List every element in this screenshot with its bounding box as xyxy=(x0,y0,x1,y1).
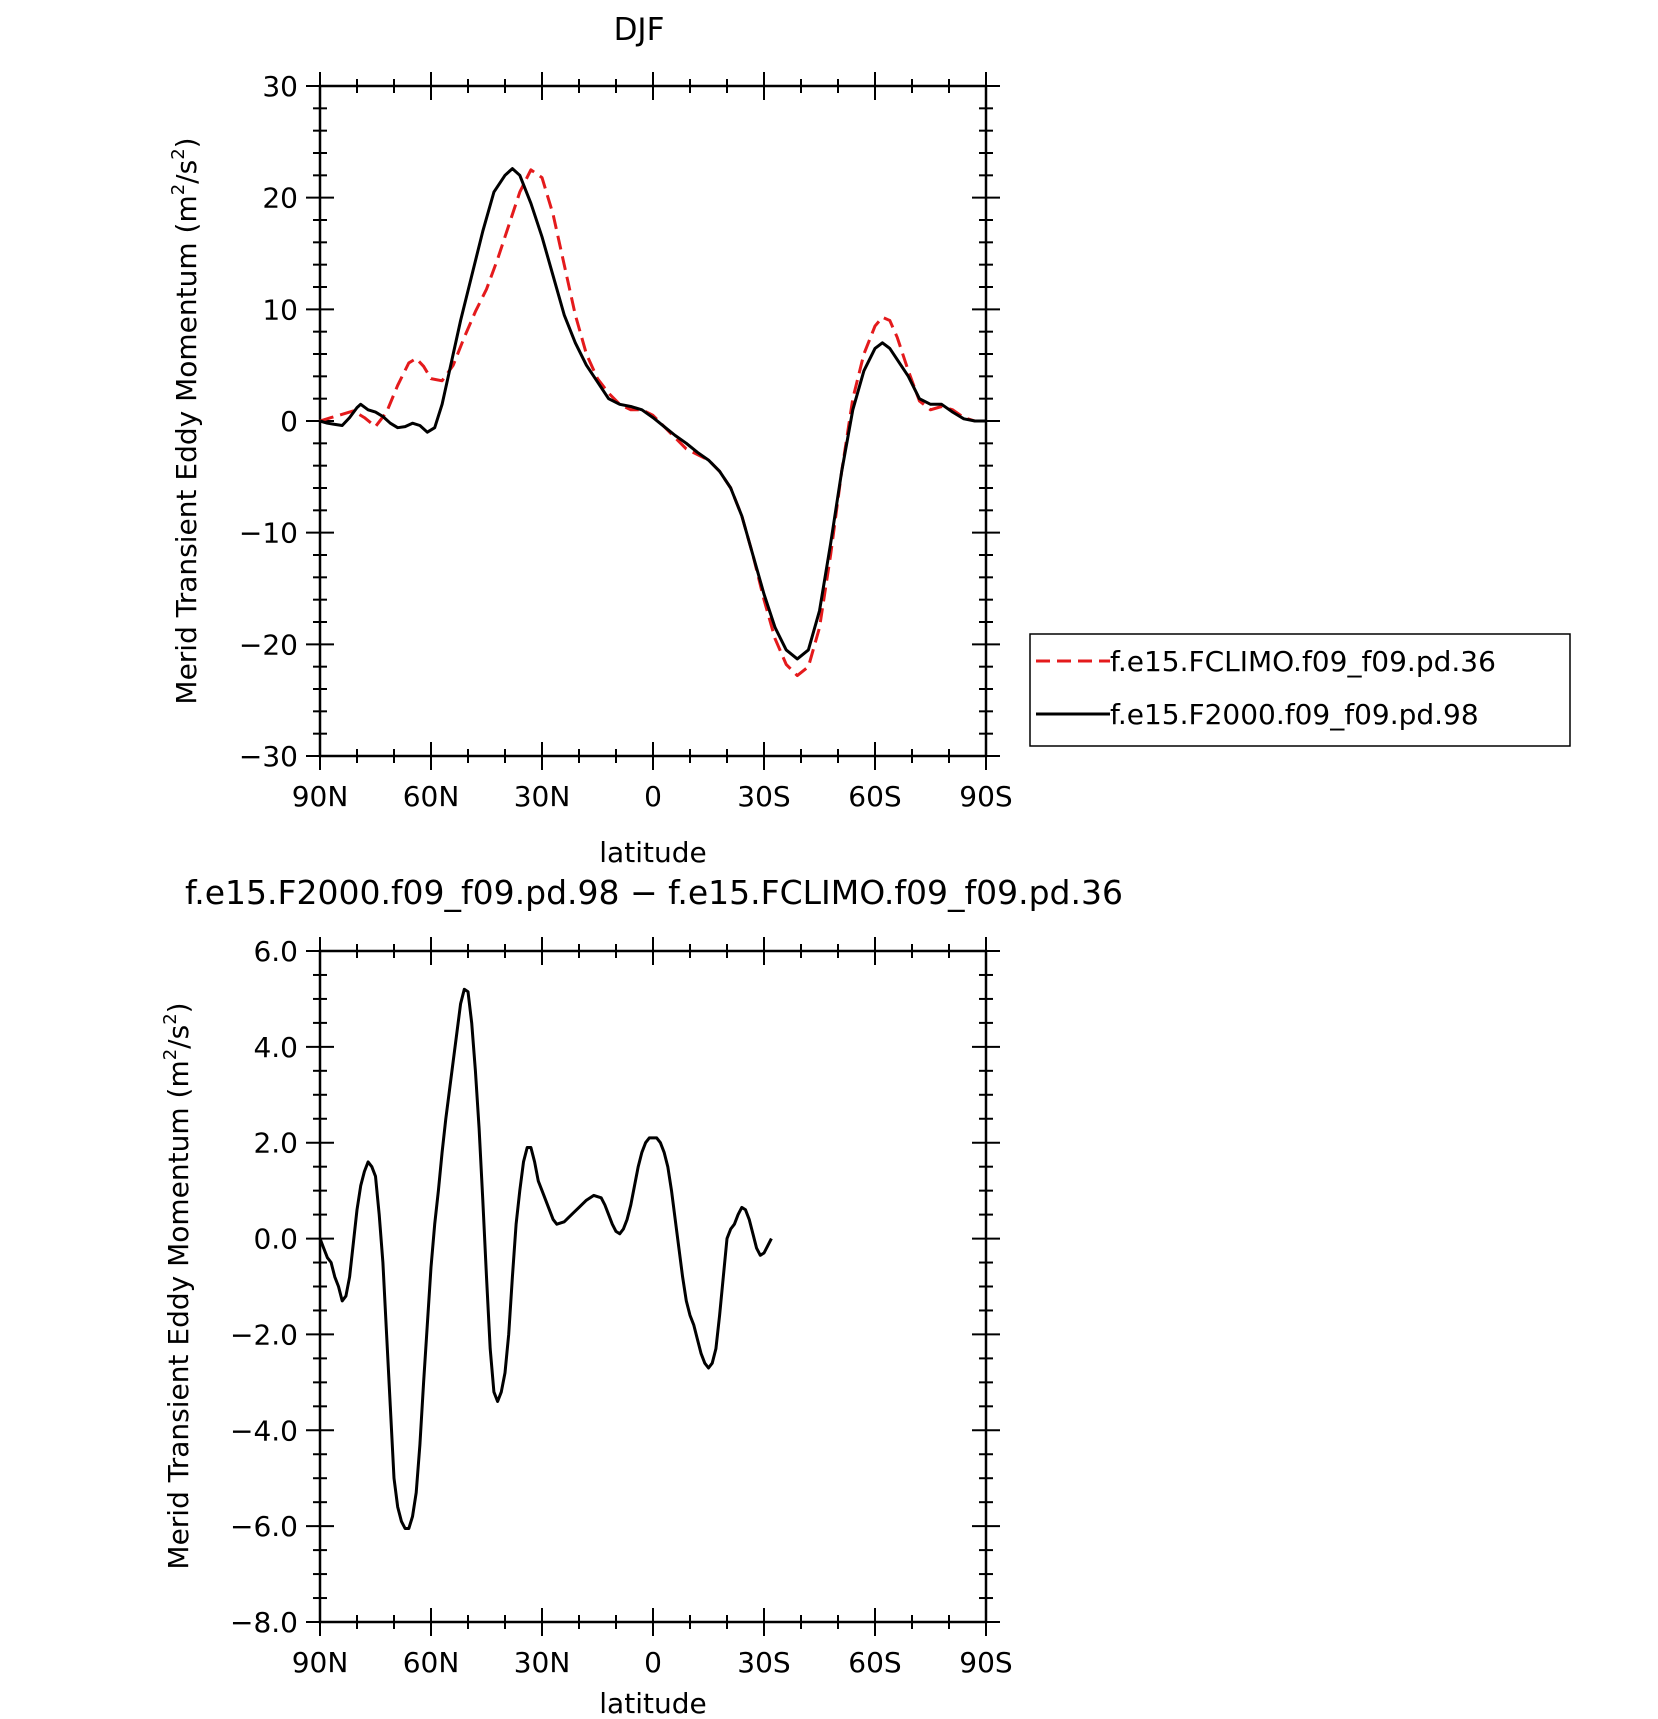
bottom-y-axis-label-main: Merid Transient Eddy Momentum (m xyxy=(162,1060,195,1569)
x-tick-label: 60S xyxy=(848,780,901,813)
bottom-title: f.e15.F2000.f09_f09.pd.98 − f.e15.FCLIMO… xyxy=(185,873,1123,912)
legend-box xyxy=(1029,633,1571,747)
y-tick-label: −10 xyxy=(239,517,298,550)
x-tick-label: 90S xyxy=(959,780,1012,813)
y-tick-label: 6.0 xyxy=(253,935,298,968)
y-tick-label: −20 xyxy=(239,628,298,661)
x-tick-label: 60N xyxy=(403,780,460,813)
y-tick-label: −4.0 xyxy=(230,1414,298,1447)
series-line-f-e15-f2000-f09-f09-pd-98 xyxy=(319,167,986,661)
y-tick-label: −8.0 xyxy=(230,1606,298,1639)
x-tick-label: 60S xyxy=(848,1646,901,1679)
bottom-y-axis-label-exp2: 2 xyxy=(160,1013,181,1024)
series-line-f-e15-fclimo-f09-f09-pd-36 xyxy=(319,168,986,678)
x-tick-label: 30N xyxy=(514,1646,571,1679)
bottom-plot-frame xyxy=(318,949,988,1624)
y-tick-label: −30 xyxy=(239,740,298,773)
y-tick-label: 0 xyxy=(280,405,298,438)
top-series-layer xyxy=(319,167,986,678)
top-y-axis-label-exp2: 2 xyxy=(168,148,189,159)
bottom-y-axis-label-tail: /s xyxy=(162,1025,195,1049)
top-y-axis-label: Merid Transient Eddy Momentum (m2/s2) xyxy=(168,137,203,704)
bottom-x-axis-label: latitude xyxy=(599,1687,706,1719)
x-tick-label: 90N xyxy=(292,780,349,813)
x-tick-label: 0 xyxy=(644,780,662,813)
y-tick-label: 4.0 xyxy=(253,1031,298,1064)
x-tick-label: 90S xyxy=(959,1646,1012,1679)
top-panel: DJF −30 −20 −10 0 10 20 30 90N 60N 30N 0 30S 60S 90S… xyxy=(168,12,1571,869)
bottom-x-tick-labels: 90N 60N 30N 0 30S 60S 90S xyxy=(292,1646,1013,1679)
bottom-y-axis-label-close: ) xyxy=(162,1002,195,1013)
y-tick-label: 0.0 xyxy=(253,1223,298,1256)
bottom-y-axis-label: Merid Transient Eddy Momentum (m2/s2) xyxy=(160,1002,195,1569)
y-tick-label: 20 xyxy=(262,182,298,215)
top-x-axis-label: latitude xyxy=(599,836,706,869)
x-tick-label: 30N xyxy=(514,780,571,813)
bottom-y-axis-label-exp1: 2 xyxy=(160,1049,181,1060)
bottom-series-layer xyxy=(318,987,773,1530)
top-title: DJF xyxy=(614,12,665,48)
y-tick-label: −6.0 xyxy=(230,1510,298,1543)
x-tick-label: 90N xyxy=(292,1646,349,1679)
top-y-axis-label-main: Merid Transient Eddy Momentum (m xyxy=(170,195,203,704)
legend-label-f2000: f.e15.F2000.f09_f09.pd.98 xyxy=(1110,698,1479,731)
bottom-ticks xyxy=(306,937,1000,1636)
top-y-axis-label-tail: /s xyxy=(170,160,203,184)
x-tick-label: 30S xyxy=(737,780,790,813)
x-tick-label: 60N xyxy=(403,1646,460,1679)
y-tick-label: −2.0 xyxy=(230,1318,298,1351)
bottom-y-tick-labels: −8.0 −6.0 −4.0 −2.0 0.0 2.0 4.0 6.0 xyxy=(230,935,298,1639)
series-line-difference xyxy=(318,987,773,1530)
x-tick-label: 30S xyxy=(737,1646,790,1679)
y-tick-label: 10 xyxy=(262,293,298,326)
bottom-panel: f.e15.F2000.f09_f09.pd.98 − f.e15.FCLIMO… xyxy=(160,873,1123,1719)
y-tick-label: 30 xyxy=(262,70,298,103)
top-y-axis-label-close: ) xyxy=(170,137,203,148)
top-plot-frame xyxy=(318,84,988,758)
top-x-tick-labels: 90N 60N 30N 0 30S 60S 90S xyxy=(292,780,1013,813)
top-y-tick-labels: −30 −20 −10 0 10 20 30 xyxy=(239,70,298,773)
top-ticks xyxy=(306,72,1000,770)
legend: f.e15.FCLIMO.f09_f09.pd.36 f.e15.F2000.f… xyxy=(1029,633,1571,747)
y-tick-label: 2.0 xyxy=(253,1127,298,1160)
x-tick-label: 0 xyxy=(644,1646,662,1679)
top-y-axis-label-exp1: 2 xyxy=(168,184,189,195)
legend-label-fclimo: f.e15.FCLIMO.f09_f09.pd.36 xyxy=(1110,645,1496,678)
